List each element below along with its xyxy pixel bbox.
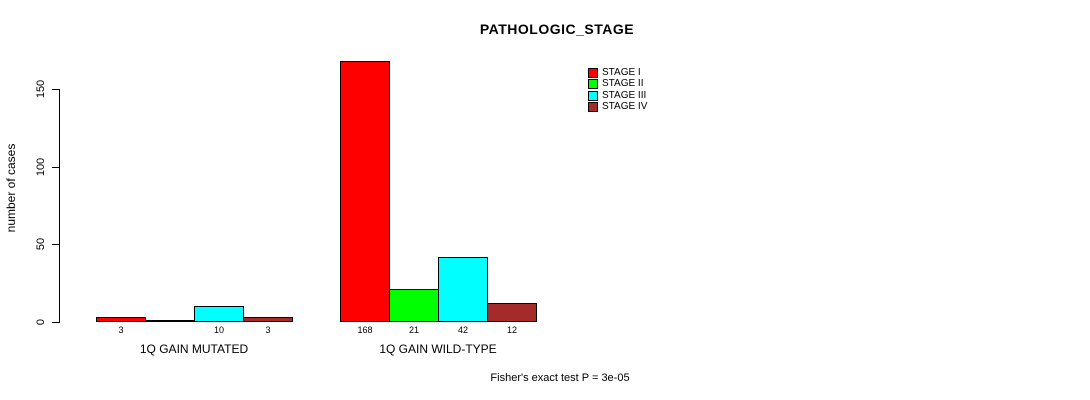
bar-count-label: 21	[408, 325, 419, 335]
bar-count-label: 12	[506, 325, 517, 335]
bar	[340, 61, 390, 322]
bar	[145, 320, 195, 322]
bar-count-label: 3	[118, 325, 124, 335]
legend-item: STAGE III	[588, 90, 647, 102]
bar-count-label: 10	[213, 325, 224, 335]
bar	[243, 317, 293, 322]
bar	[487, 303, 537, 322]
bar	[194, 306, 244, 322]
y-axis-tick	[52, 322, 59, 323]
bar	[389, 289, 439, 322]
y-axis-line	[59, 89, 60, 323]
stat-test-annotation: Fisher's exact test P = 3e-05	[490, 372, 630, 384]
bar-count-label: 3	[265, 325, 271, 335]
legend-color-swatch	[588, 90, 598, 101]
legend-item-label: STAGE III	[602, 89, 647, 101]
legend-item-label: STAGE II	[602, 78, 644, 90]
legend-color-swatch	[588, 102, 598, 113]
bar-count-label: 168	[357, 325, 373, 335]
y-axis-label: number of cases	[4, 143, 18, 233]
legend-item: STAGE II	[588, 79, 647, 91]
chart-title: PATHOLOGIC_STAGE	[479, 21, 635, 37]
legend-color-swatch	[588, 79, 598, 90]
bar-count-label: 42	[457, 325, 468, 335]
x-axis-category-label: 1Q GAIN WILD-TYPE	[379, 342, 497, 356]
bar	[96, 317, 146, 322]
y-axis-tick-label: 0	[35, 318, 47, 326]
y-axis-tick-label: 150	[35, 79, 47, 99]
y-axis-tick-label: 100	[35, 157, 47, 177]
legend-item: STAGE IV	[588, 102, 647, 114]
legend-color-swatch	[588, 67, 598, 78]
legend-item-label: STAGE I	[602, 66, 641, 78]
y-axis-tick	[52, 167, 59, 168]
legend-item-label: STAGE IV	[602, 101, 648, 113]
y-axis-tick	[52, 244, 59, 245]
x-axis-category-label: 1Q GAIN MUTATED	[139, 342, 249, 356]
y-axis-tick-label: 50	[35, 237, 47, 251]
legend: STAGE I STAGE II STAGE III STAGE IV	[588, 67, 647, 113]
bar	[438, 257, 488, 322]
legend-item: STAGE I	[588, 67, 647, 79]
y-axis-tick	[52, 89, 59, 90]
